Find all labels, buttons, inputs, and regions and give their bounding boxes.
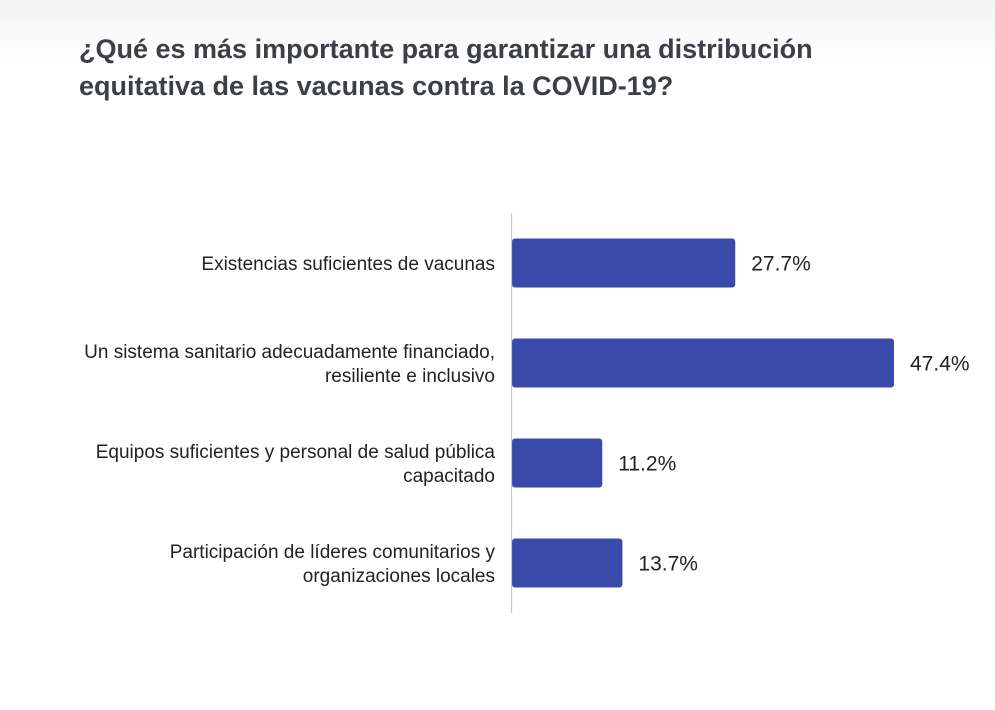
bar-2	[512, 338, 894, 388]
category-label-3-line-1: Equipos suficientes y personal de salud …	[96, 442, 496, 463]
chart-title: ¿Qué es más importante para garantizar u…	[79, 34, 813, 101]
category-label-1: Existencias suficientes de vacunas	[201, 254, 495, 275]
category-label-3-line-2: capacitado	[403, 466, 495, 487]
bar-4	[512, 538, 623, 588]
bar-3	[512, 438, 603, 488]
category-label-4-line-1: Participación de líderes comunitarios y	[170, 542, 496, 563]
category-label-2-line-1: Un sistema sanitario adecuadamente finan…	[84, 342, 495, 363]
bars-layer	[512, 238, 894, 588]
value-label-4: 13.7%	[638, 553, 698, 576]
category-label-2-line-2: resiliente e inclusivo	[325, 366, 495, 387]
category-label-4-line-2: organizaciones locales	[303, 566, 495, 587]
labels-layer: 27.7% Existencias suficientes de vacunas 4…	[84, 253, 969, 588]
value-label-1: 27.7%	[751, 253, 811, 276]
bar-1	[512, 238, 736, 288]
value-label-3: 11.2%	[618, 453, 676, 476]
value-label-2: 47.4%	[910, 353, 970, 376]
